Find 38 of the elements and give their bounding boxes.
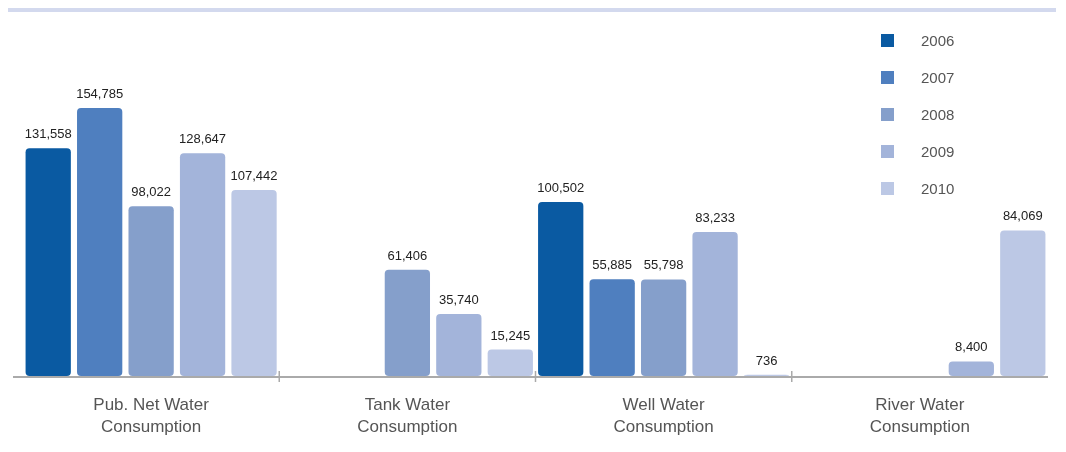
legend-label: 2009 xyxy=(921,143,955,160)
data-label: 98,022 xyxy=(131,184,172,200)
data-label: 128,647 xyxy=(179,131,227,147)
data-label: 61,406 xyxy=(387,247,428,263)
data-label: 83,233 xyxy=(695,209,735,225)
bar xyxy=(384,269,431,376)
bar xyxy=(487,349,533,376)
data-label: 100,502 xyxy=(537,179,585,195)
x-tick-label: River Water Consumption xyxy=(869,395,970,436)
bar xyxy=(25,148,71,376)
bar xyxy=(77,108,123,376)
x-tick-label: Tank Water Consumption xyxy=(357,395,458,436)
data-label: 15,245 xyxy=(490,327,531,343)
legend-label: 2007 xyxy=(921,69,955,86)
bar xyxy=(538,201,584,376)
bar xyxy=(436,314,482,376)
data-label: 131,558 xyxy=(24,126,72,142)
bar xyxy=(1000,230,1046,376)
bar xyxy=(231,189,277,376)
legend-label: 2006 xyxy=(921,32,955,49)
x-tick-label: Well Water Consumption xyxy=(613,395,714,436)
data-label: 154,785 xyxy=(76,86,124,101)
data-label: 35,740 xyxy=(438,292,479,308)
data-label: 107,442 xyxy=(230,167,278,183)
bar xyxy=(640,279,687,376)
data-label: 8,400 xyxy=(955,339,988,355)
data-label: 84,069 xyxy=(1002,208,1043,224)
legend-label: 2010 xyxy=(921,180,955,197)
x-tick-label: Pub. Net Water Consumption xyxy=(93,395,210,436)
bar xyxy=(589,279,635,376)
bar xyxy=(948,361,994,376)
data-label: 55,798 xyxy=(643,257,684,273)
data-label: 736 xyxy=(755,352,778,368)
bar xyxy=(692,231,738,376)
bar xyxy=(179,153,226,376)
legend-label: 2008 xyxy=(921,106,955,123)
data-label: 55,885 xyxy=(592,257,633,273)
bar xyxy=(128,206,174,376)
